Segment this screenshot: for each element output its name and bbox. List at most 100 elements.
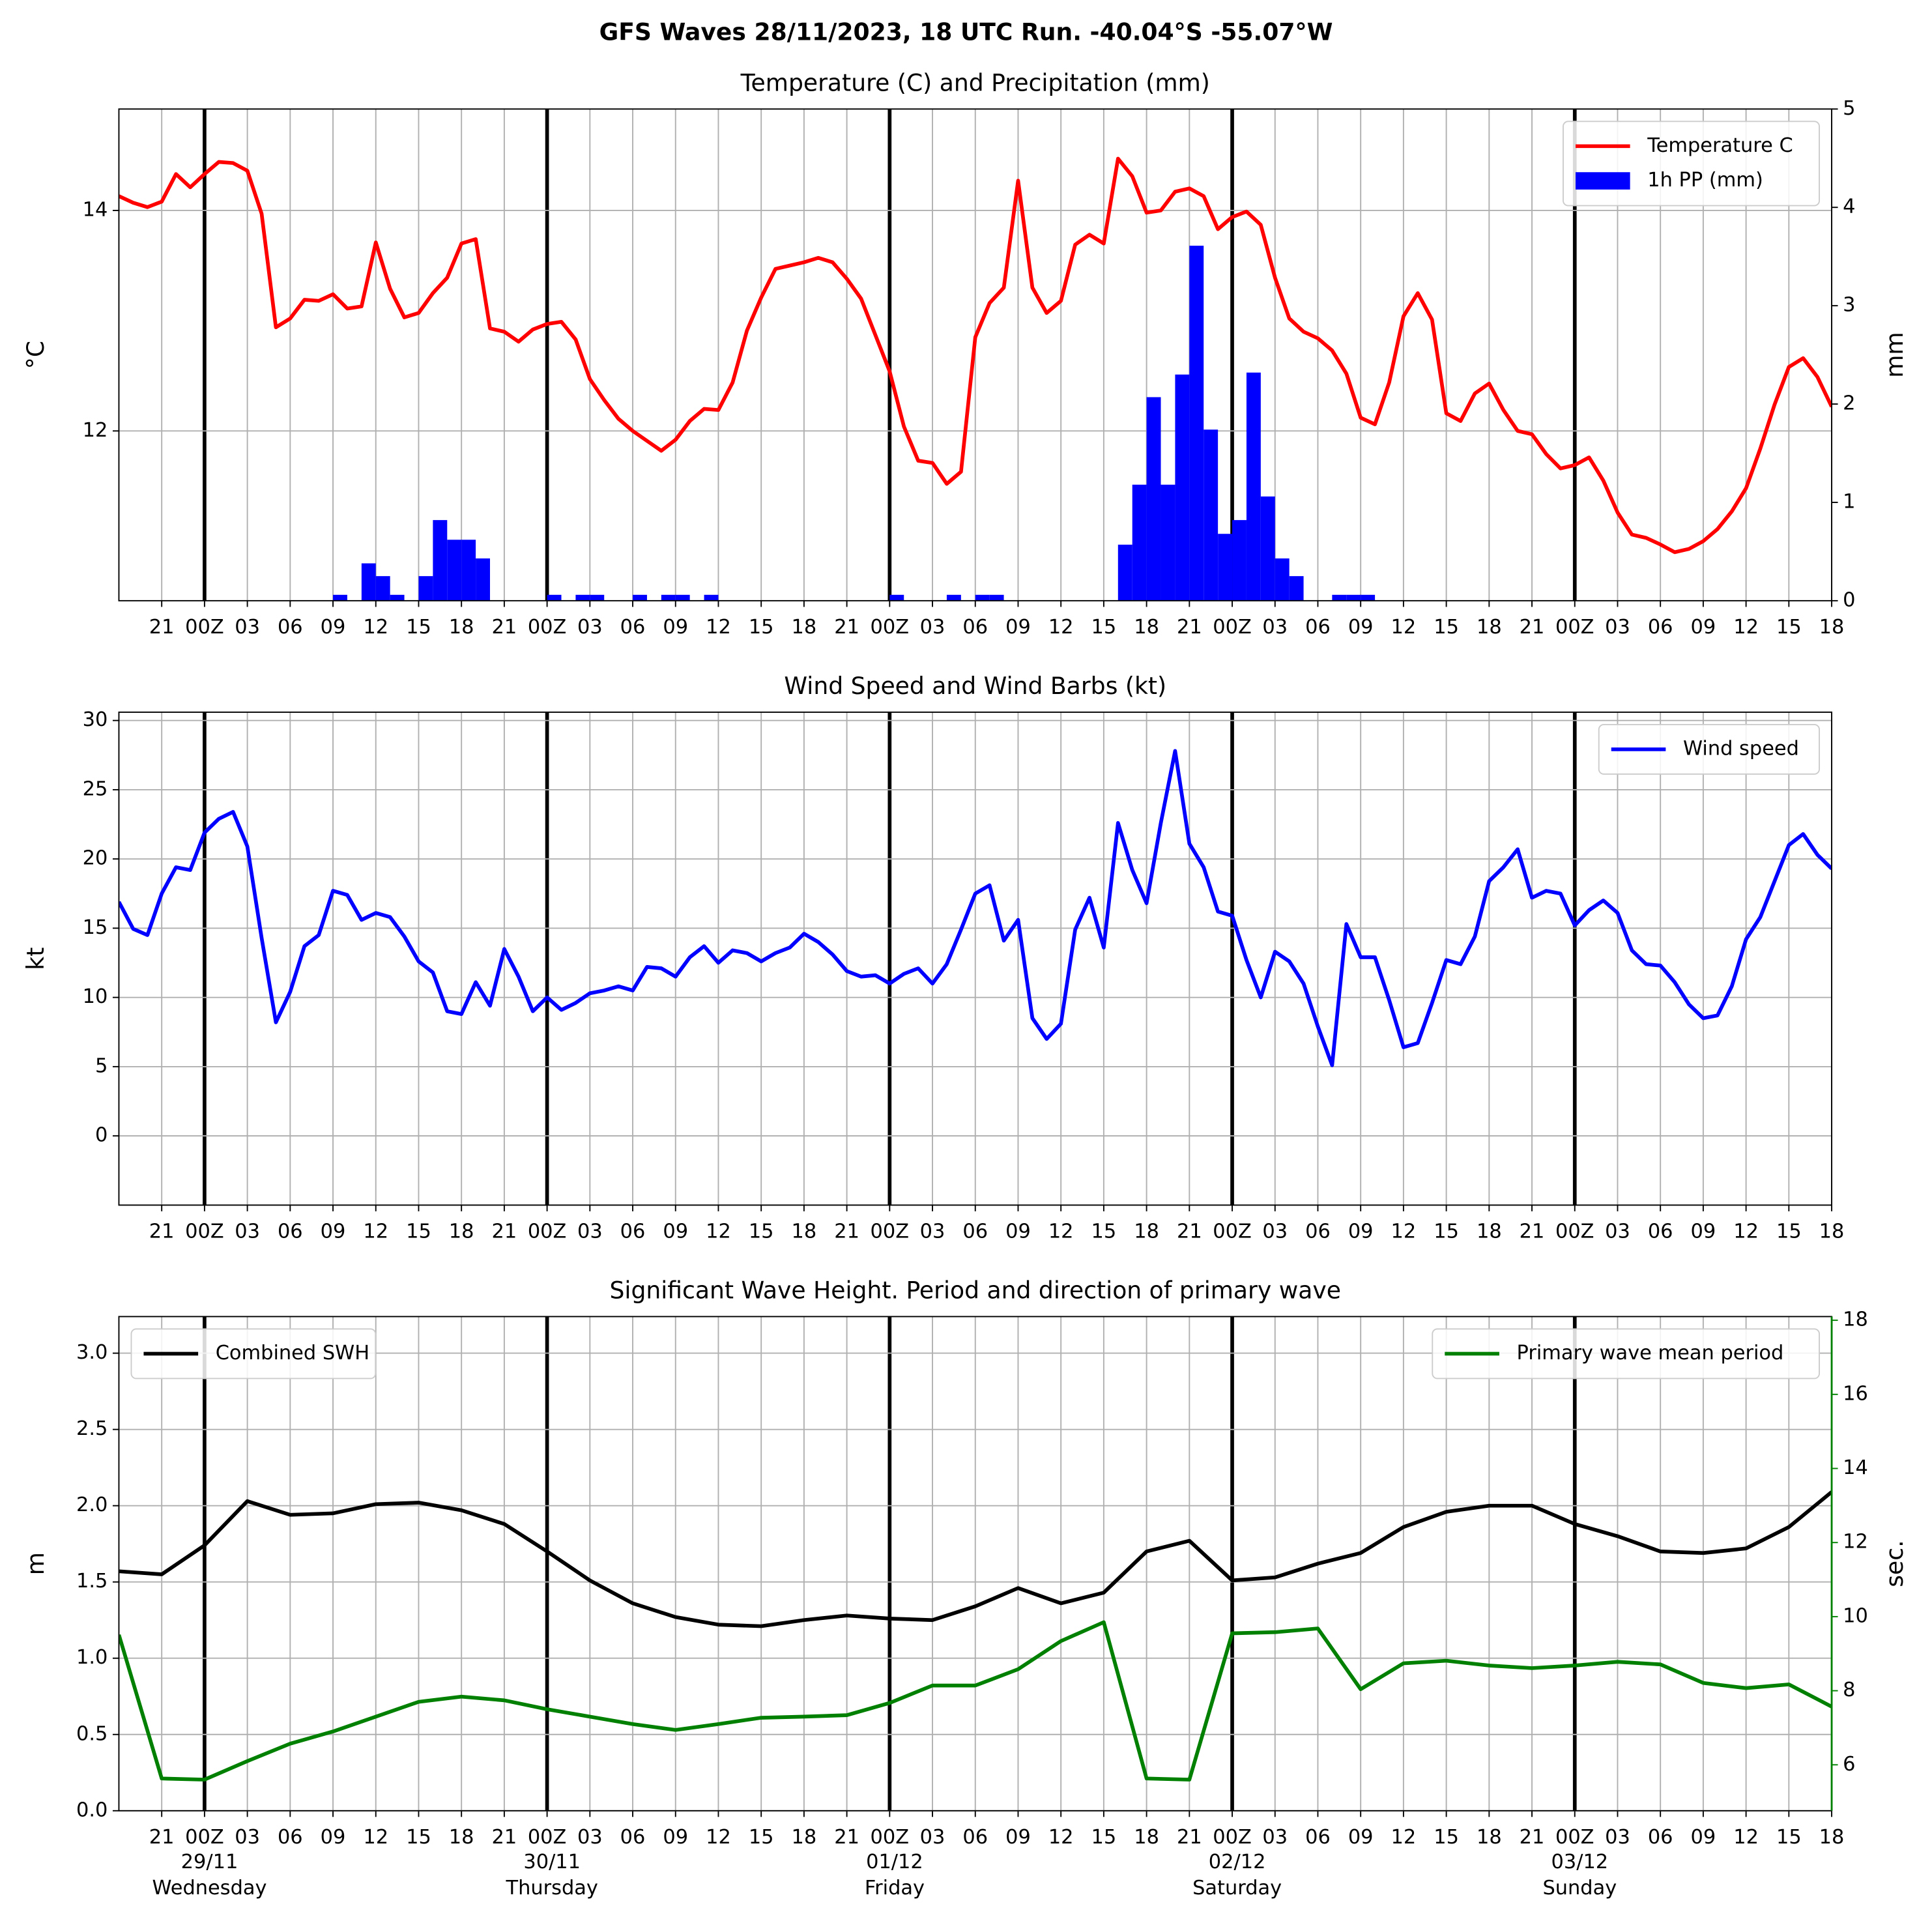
bar <box>1204 429 1218 601</box>
bar <box>590 594 605 601</box>
x-tick-label: 21 <box>1177 1220 1202 1243</box>
y-tick-label: 1.0 <box>76 1646 108 1669</box>
bar <box>476 558 490 601</box>
y2-tick-label: 16 <box>1843 1382 1868 1405</box>
y2-axis-label: mm <box>1881 332 1909 377</box>
bar <box>675 594 690 601</box>
y-axis-label: m <box>22 1552 50 1575</box>
x-tick-label: 03 <box>1605 1220 1630 1243</box>
x-tick-label: 06 <box>278 616 303 639</box>
x-tick-label: 09 <box>663 616 688 639</box>
bar <box>1289 576 1304 601</box>
x-tick-label: 12 <box>1048 1826 1074 1849</box>
x-tick-label: 12 <box>1048 1220 1074 1243</box>
x-tick-label: 18 <box>449 616 474 639</box>
x-tick-label: 12 <box>363 1826 388 1849</box>
bar <box>633 594 647 601</box>
x-tick-label: 00Z <box>871 1220 910 1243</box>
x-tick-label: 15 <box>1091 1826 1117 1849</box>
x-tick-label: 12 <box>1733 1220 1759 1243</box>
x-tick-label: 18 <box>1819 1826 1845 1849</box>
bar <box>390 594 405 601</box>
x-tick-label: 09 <box>321 616 346 639</box>
x-tick-label: 12 <box>706 1220 731 1243</box>
x-tick-label: 03 <box>1605 1826 1630 1849</box>
bar <box>461 540 476 601</box>
y2-tick-label: 2 <box>1843 392 1855 415</box>
y-tick-label: 14 <box>83 198 108 221</box>
x-tick-label: 00Z <box>1555 1826 1594 1849</box>
x-tick-label: 21 <box>1177 616 1202 639</box>
bar <box>433 520 448 601</box>
bar <box>361 563 376 601</box>
x-tick-label: 21 <box>1520 1220 1545 1243</box>
date-label: 01/12 <box>866 1851 923 1873</box>
y-axis-label: kt <box>22 947 50 970</box>
x-tick-label: 03 <box>577 1220 603 1243</box>
bar <box>1361 594 1376 601</box>
x-tick-label: 09 <box>1005 1826 1031 1849</box>
x-tick-label: 09 <box>1691 1220 1716 1243</box>
bar <box>1346 594 1361 601</box>
y-tick-label: 5 <box>95 1054 108 1077</box>
x-tick-label: 21 <box>492 1826 517 1849</box>
x-tick-label: 15 <box>1091 1220 1117 1243</box>
x-tick-label: 18 <box>1819 1220 1845 1243</box>
bar <box>1146 397 1161 601</box>
y2-tick-label: 5 <box>1843 97 1855 120</box>
x-tick-label: 00Z <box>1213 616 1252 639</box>
x-tick-label: 15 <box>1776 1826 1802 1849</box>
bar <box>575 594 590 601</box>
x-tick-label: 03 <box>577 1826 603 1849</box>
y-tick-label: 0.0 <box>76 1798 108 1821</box>
x-tick-label: 15 <box>749 1826 774 1849</box>
x-tick-label: 00Z <box>871 1826 910 1849</box>
x-tick-label: 21 <box>492 616 517 639</box>
legend-label: 1h PP (mm) <box>1647 169 1763 192</box>
x-tick-label: 15 <box>406 1220 431 1243</box>
bar <box>946 594 961 601</box>
x-tick-label: 06 <box>1648 1220 1673 1243</box>
bar <box>1260 496 1275 601</box>
x-tick-label: 21 <box>149 616 175 639</box>
x-tick-label: 00Z <box>1213 1826 1252 1849</box>
legend-label: Primary wave mean period <box>1517 1342 1784 1365</box>
x-tick-label: 21 <box>492 1220 517 1243</box>
bar <box>1175 374 1190 601</box>
y2-tick-label: 6 <box>1843 1753 1855 1776</box>
x-tick-label: 03 <box>920 616 945 639</box>
x-tick-label: 12 <box>1048 616 1074 639</box>
bar <box>547 594 562 601</box>
x-tick-label: 00Z <box>1555 1220 1594 1243</box>
y-tick-label: 25 <box>83 777 108 800</box>
day-label: Wednesday <box>152 1877 267 1899</box>
x-tick-label: 00Z <box>528 1826 567 1849</box>
x-tick-label: 00Z <box>528 1220 567 1243</box>
line <box>119 156 1832 555</box>
day-label: Saturday <box>1192 1877 1282 1899</box>
x-tick-label: 21 <box>834 1826 859 1849</box>
line <box>119 1620 1832 1782</box>
x-tick-label: 21 <box>1520 616 1545 639</box>
x-tick-label: 12 <box>1733 1826 1759 1849</box>
bar <box>1117 544 1132 601</box>
x-tick-label: 09 <box>1005 616 1031 639</box>
x-tick-label: 18 <box>792 1220 817 1243</box>
x-tick-label: 09 <box>1348 616 1374 639</box>
y-tick-label: 1.5 <box>76 1570 108 1593</box>
x-tick-label: 06 <box>1648 616 1673 639</box>
y2-tick-label: 4 <box>1843 195 1855 218</box>
x-tick-label: 00Z <box>871 616 910 639</box>
x-tick-label: 15 <box>1434 616 1459 639</box>
y2-tick-label: 3 <box>1843 294 1855 317</box>
y-tick-label: 0.5 <box>76 1722 108 1745</box>
date-label: 30/11 <box>523 1851 581 1873</box>
x-tick-label: 18 <box>1134 1220 1159 1243</box>
x-tick-label: 12 <box>706 1826 731 1849</box>
x-tick-label: 18 <box>1477 1826 1502 1849</box>
x-tick-label: 12 <box>1391 616 1417 639</box>
x-tick-label: 21 <box>1177 1826 1202 1849</box>
y2-tick-label: 10 <box>1843 1604 1868 1627</box>
